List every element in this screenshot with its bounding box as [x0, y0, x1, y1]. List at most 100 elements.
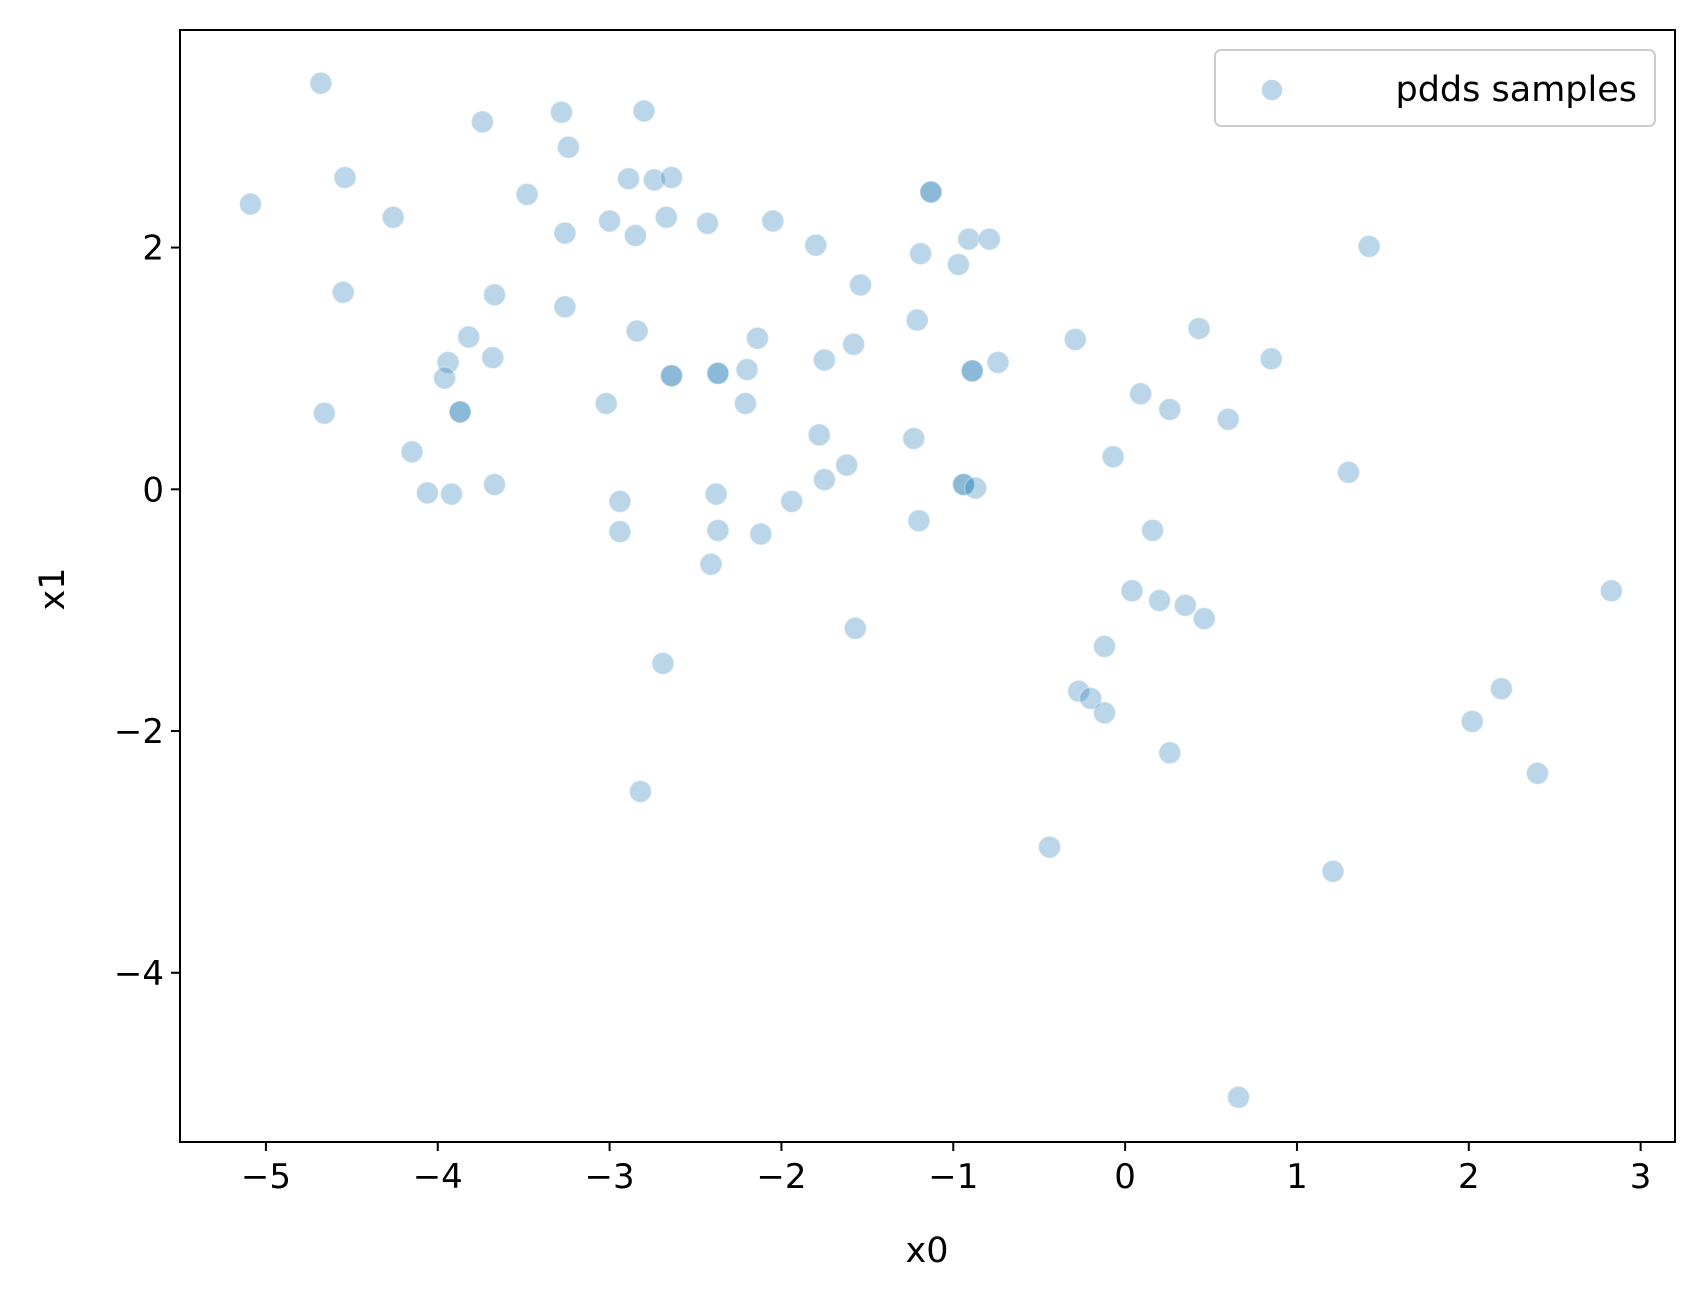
- legend-marker: [1260, 78, 1284, 102]
- data-point: [549, 100, 574, 124]
- data-point: [616, 166, 641, 191]
- axis-ticks: −5 −4 −3 −2 −1 0 1 2 3 −4 −2 0 2: [114, 229, 1652, 1197]
- data-point: [482, 282, 507, 307]
- data-point: [448, 400, 472, 424]
- y-tick-label: −4: [114, 954, 164, 994]
- data-point: [1460, 709, 1484, 734]
- x-axis-label: x0: [906, 1231, 949, 1271]
- data-point: [1147, 588, 1172, 613]
- data-point: [597, 209, 622, 233]
- y-tick-label: 2: [142, 229, 164, 269]
- y-tick-label: 0: [142, 470, 164, 510]
- data-point: [594, 391, 618, 416]
- data-point: [333, 165, 357, 190]
- data-point: [628, 779, 653, 804]
- data-point: [745, 326, 770, 350]
- data-point: [456, 325, 481, 349]
- data-point: [706, 518, 730, 543]
- x-tick-label: 1: [1286, 1157, 1308, 1197]
- y-tick-label: −2: [114, 712, 164, 752]
- x-tick-label: 3: [1630, 1157, 1652, 1197]
- y-axis-label: x1: [33, 568, 73, 611]
- legend-label: pdds samples: [1396, 70, 1638, 110]
- x-tick-label: −1: [928, 1157, 978, 1197]
- data-point: [1120, 579, 1144, 603]
- data-point: [735, 357, 759, 382]
- data-point: [834, 453, 859, 477]
- x-tick-label: −5: [241, 1157, 291, 1197]
- data-point: [1063, 327, 1088, 352]
- data-point: [1173, 593, 1198, 618]
- x-tick-label: −2: [756, 1157, 806, 1197]
- data-point: [432, 366, 457, 390]
- data-point: [608, 519, 632, 544]
- data-point: [625, 319, 649, 343]
- data-point: [695, 211, 720, 236]
- data-point: [238, 192, 263, 216]
- data-point: [749, 522, 773, 546]
- data-point: [1216, 407, 1240, 431]
- data-point: [312, 401, 337, 425]
- x-tick-label: 0: [1114, 1157, 1136, 1197]
- data-point: [843, 616, 868, 641]
- data-point: [448, 400, 472, 424]
- data-point: [439, 482, 464, 506]
- data-point: [812, 467, 837, 492]
- data-point: [309, 71, 333, 95]
- data-point: [632, 99, 656, 123]
- data-point: [977, 227, 1002, 251]
- data-point: [848, 273, 873, 297]
- data-point: [470, 110, 495, 134]
- data-point: [651, 651, 675, 676]
- x-tick-label: 2: [1458, 1157, 1480, 1197]
- data-point: [1259, 347, 1283, 371]
- data-point: [812, 348, 837, 372]
- data-point: [1140, 518, 1165, 543]
- plot-frame: [179, 29, 1676, 1143]
- data-point: [1128, 382, 1153, 406]
- x-tick-label: −4: [413, 1157, 463, 1197]
- data-point: [905, 308, 929, 332]
- data-point: [902, 426, 926, 451]
- data-point: [1525, 761, 1550, 786]
- data-point: [919, 180, 943, 204]
- data-point: [515, 182, 539, 207]
- data-point: [956, 227, 981, 251]
- data-point: [331, 280, 355, 305]
- data-point: [951, 472, 976, 497]
- data-point: [415, 481, 440, 505]
- data-point: [623, 223, 648, 248]
- data-point: [1489, 676, 1514, 701]
- data-point: [482, 472, 507, 497]
- data-point: [400, 440, 424, 464]
- data-point: [706, 361, 730, 386]
- data-point: [1192, 606, 1216, 631]
- data-point: [659, 363, 684, 388]
- data-point: [659, 363, 684, 388]
- legend-box: [1214, 49, 1656, 127]
- data-point: [841, 332, 866, 357]
- data-point: [761, 209, 785, 233]
- data-point: [960, 359, 984, 383]
- data-point: [659, 165, 684, 190]
- x-tick-label: −3: [585, 1157, 635, 1197]
- data-point: [706, 361, 730, 386]
- data-point: [951, 472, 976, 497]
- data-point: [907, 508, 931, 533]
- data-point: [1187, 316, 1211, 341]
- data-point: [807, 423, 831, 447]
- data-point: [553, 295, 577, 319]
- data-point: [480, 345, 505, 370]
- data-point: [1321, 859, 1345, 884]
- data-point: [704, 482, 728, 506]
- data-point: [919, 180, 943, 204]
- data-point: [1599, 579, 1624, 603]
- plot-area: [180, 30, 1675, 1142]
- data-point: [553, 221, 577, 245]
- data-point: [654, 205, 679, 230]
- data-point: [1066, 679, 1091, 703]
- data-point: [1158, 741, 1182, 765]
- data-point: [1158, 397, 1182, 422]
- data-point: [556, 135, 581, 159]
